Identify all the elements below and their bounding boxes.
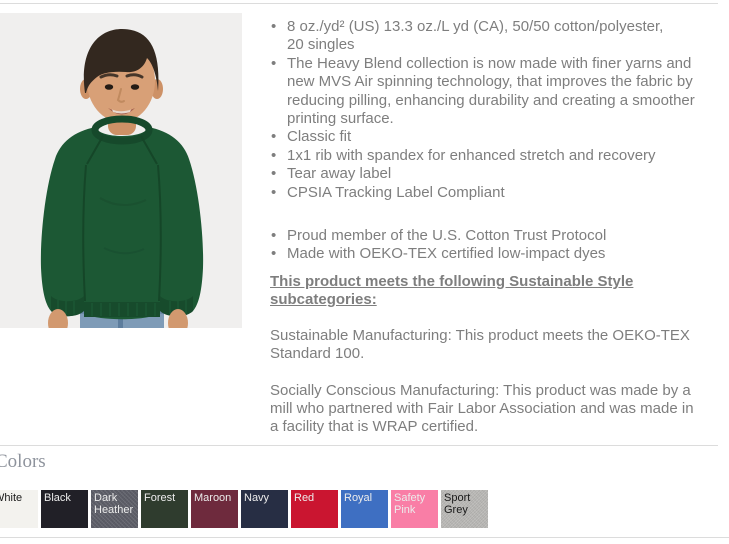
- swatch-label: Sport Grey: [444, 492, 471, 516]
- color-swatch[interactable]: Royal: [341, 490, 388, 528]
- color-swatch[interactable]: White: [0, 490, 38, 528]
- color-swatch[interactable]: Navy: [241, 490, 288, 528]
- spec-list: 8 oz./yd² (US) 13.3 oz./L yd (CA), 50/50…: [270, 18, 698, 202]
- swatch-label: Maroon: [194, 492, 232, 504]
- spec-item: 8 oz./yd² (US) 13.3 oz./L yd (CA), 50/50…: [270, 18, 672, 55]
- swatch-label: Black: [44, 492, 71, 504]
- sustainable-style-heading: This product meets the following Sustain…: [270, 272, 634, 309]
- spec-item: CPSIA Tracking Label Compliant: [270, 184, 698, 203]
- child-model-illustration: [0, 13, 242, 328]
- sustainability-item: Made with OEKO-TEX certified low-impact …: [270, 245, 698, 264]
- color-swatch[interactable]: Safety Pink: [391, 490, 438, 528]
- spec-item: Classic fit: [270, 128, 698, 147]
- color-swatch[interactable]: Sport Grey: [441, 490, 488, 528]
- sustainability-list: Proud member of the U.S. Cotton Trust Pr…: [270, 227, 698, 264]
- product-details: 8 oz./yd² (US) 13.3 oz./L yd (CA), 50/50…: [270, 18, 698, 437]
- bottom-divider: [0, 537, 729, 538]
- colors-heading: Colors: [0, 451, 46, 472]
- color-swatch[interactable]: Black: [41, 490, 88, 528]
- spec-item: The Heavy Blend collection is now made w…: [270, 55, 698, 129]
- spec-item: 1x1 rib with spandex for enhanced stretc…: [270, 147, 698, 166]
- swatch-label: Royal: [344, 492, 373, 504]
- color-swatch[interactable]: Dark Heather: [91, 490, 138, 528]
- spec-item: Tear away label: [270, 165, 698, 184]
- product-photo[interactable]: [0, 13, 242, 328]
- color-swatch[interactable]: Maroon: [191, 490, 238, 528]
- sustainable-manufacturing-paragraph: Sustainable Manufacturing: This product …: [270, 326, 690, 363]
- swatch-label: White: [0, 492, 23, 504]
- socially-conscious-paragraph: Socially Conscious Manufacturing: This p…: [270, 381, 694, 436]
- color-swatch[interactable]: Forest: [141, 490, 188, 528]
- swatch-label: Forest: [144, 492, 176, 504]
- sustainability-item: Proud member of the U.S. Cotton Trust Pr…: [270, 227, 698, 246]
- color-swatch-list: White Black Dark Heather Forest Maroon N…: [0, 490, 488, 528]
- swatch-label: Red: [294, 492, 315, 504]
- color-swatch[interactable]: Red: [291, 490, 338, 528]
- top-divider: [0, 3, 718, 4]
- colors-section-divider: [0, 445, 718, 446]
- swatch-label: Dark Heather: [94, 492, 134, 516]
- swatch-label: Safety Pink: [394, 492, 426, 516]
- swatch-label: Navy: [244, 492, 270, 504]
